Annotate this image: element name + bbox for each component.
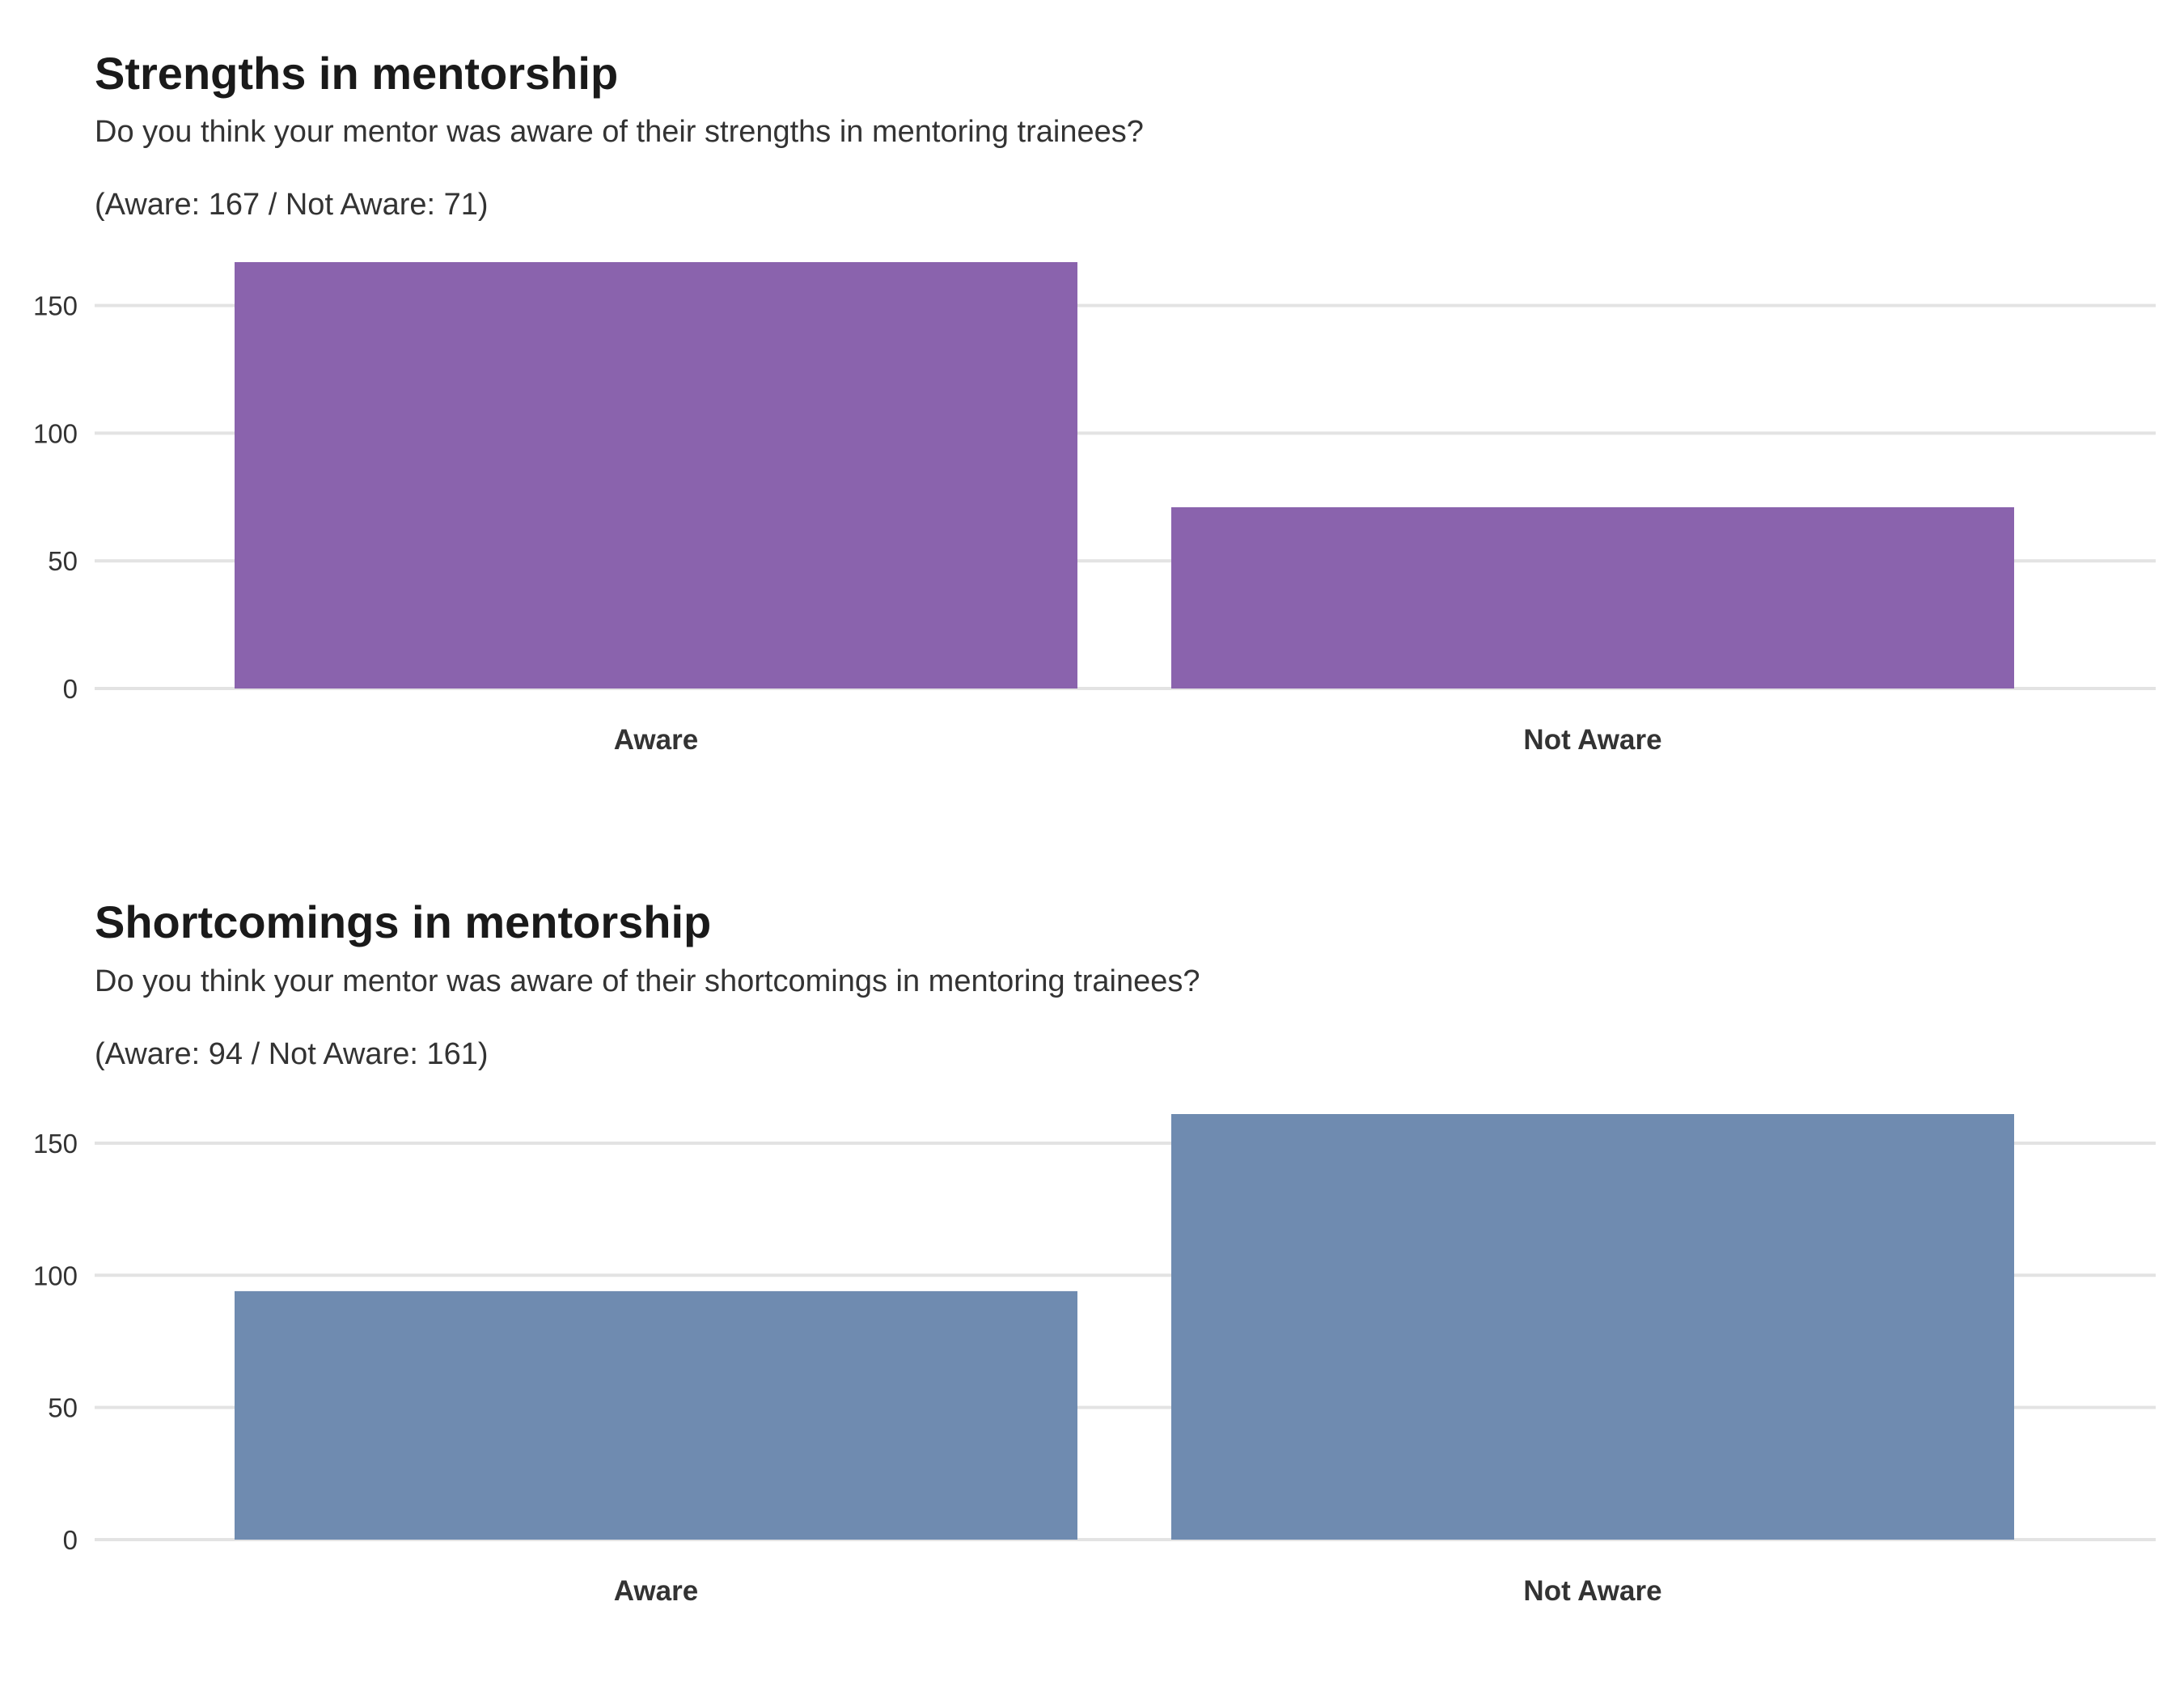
strengths-bar-chart: 0 50 100 150 Aware Not Aware xyxy=(33,262,2156,756)
y-tick-label: 0 xyxy=(63,1525,78,1555)
y-tick-label: 0 xyxy=(63,674,78,704)
y-tick-label: 100 xyxy=(33,418,78,448)
x-tick-label: Not Aware xyxy=(1523,1575,1661,1607)
bar-aware xyxy=(235,262,1077,688)
y-tick-label: 100 xyxy=(33,1260,78,1290)
x-tick-label: Not Aware xyxy=(1523,724,1661,756)
bar-not-aware xyxy=(1171,506,2014,688)
x-tick-label: Aware xyxy=(614,1575,698,1607)
y-tick-label: 50 xyxy=(48,1393,78,1423)
chart-counts-note: (Aware: 94 / Not Aware: 161) xyxy=(95,1037,489,1071)
chart-title: Shortcomings in mentorship xyxy=(95,896,712,947)
shortcomings-chart-panel: Shortcomings in mentorship Do you think … xyxy=(0,850,2184,1699)
chart-title: Strengths in mentorship xyxy=(95,48,619,99)
y-tick-label: 150 xyxy=(33,291,78,321)
chart-subtitle: Do you think your mentor was aware of th… xyxy=(95,115,1144,149)
strengths-chart-panel: Strengths in mentorship Do you think you… xyxy=(33,48,2156,756)
y-tick-label: 50 xyxy=(48,546,78,576)
x-tick-label: Aware xyxy=(614,724,698,756)
bar-aware xyxy=(235,1290,1077,1540)
chart-subtitle: Do you think your mentor was aware of th… xyxy=(95,964,1200,998)
shortcomings-bar-chart: 0 50 100 150 Aware Not Aware xyxy=(33,1114,2156,1607)
y-tick-label: 150 xyxy=(33,1129,78,1159)
chart-counts-note: (Aware: 167 / Not Aware: 71) xyxy=(95,188,489,222)
bar-not-aware xyxy=(1171,1114,2014,1540)
